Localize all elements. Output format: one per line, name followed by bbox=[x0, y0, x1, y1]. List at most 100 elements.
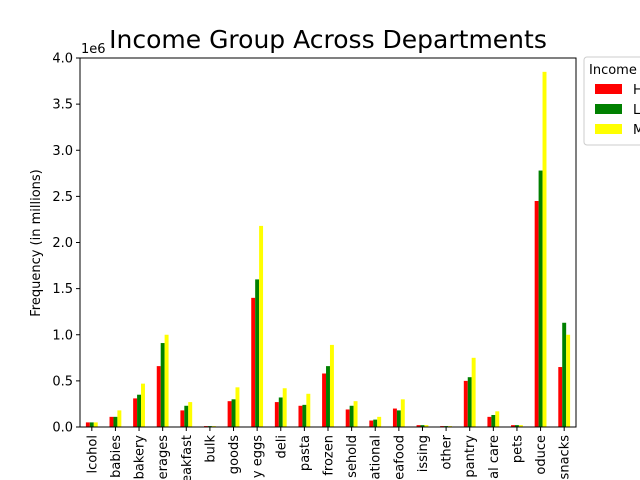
x-tick-label: pets bbox=[510, 435, 525, 463]
y-tick-label: 0.5 bbox=[52, 374, 73, 389]
y-tick-label: 3.5 bbox=[52, 98, 73, 113]
x-tick-label: ational bbox=[369, 435, 384, 479]
y-tick-label: 0.0 bbox=[52, 421, 73, 436]
bar-H-1 bbox=[109, 416, 114, 427]
bar-H-0 bbox=[85, 422, 90, 427]
bar-H-8 bbox=[274, 402, 279, 427]
legend-swatch-L bbox=[595, 104, 622, 114]
bar-L-14 bbox=[420, 425, 425, 427]
x-tick-label: issing bbox=[416, 435, 431, 472]
bar-M-4 bbox=[188, 402, 193, 427]
x-tick-label: bulk bbox=[203, 435, 218, 463]
bar-L-9 bbox=[302, 404, 307, 427]
bar-L-0 bbox=[89, 422, 94, 427]
bar-H-2 bbox=[133, 398, 138, 427]
bars-group bbox=[85, 71, 571, 428]
bar-H-9 bbox=[298, 405, 303, 427]
bar-L-7 bbox=[255, 279, 260, 427]
bar-H-11 bbox=[345, 409, 350, 427]
bar-M-3 bbox=[164, 334, 169, 427]
x-tick-label: babies bbox=[109, 435, 124, 478]
bar-L-17 bbox=[491, 415, 496, 427]
bar-M-11 bbox=[353, 401, 358, 427]
bar-M-20 bbox=[566, 334, 571, 427]
bar-H-20 bbox=[558, 367, 563, 427]
legend-title: Income bbox=[589, 63, 637, 78]
bar-M-10 bbox=[329, 344, 334, 427]
x-tick-label: oduce bbox=[534, 435, 549, 475]
x-tick-label: bakery bbox=[133, 435, 148, 480]
bar-L-2 bbox=[137, 394, 142, 427]
bar-M-14 bbox=[424, 425, 429, 427]
x-tick-label: erages bbox=[156, 435, 171, 480]
bar-M-6 bbox=[235, 387, 240, 427]
bar-L-19 bbox=[538, 170, 543, 428]
plot-frame bbox=[79, 57, 577, 428]
bar-L-13 bbox=[396, 410, 401, 427]
bar-H-3 bbox=[156, 366, 161, 427]
bar-H-7 bbox=[251, 297, 256, 427]
y-tick-label: 1.0 bbox=[52, 328, 73, 343]
bar-H-13 bbox=[392, 408, 397, 427]
x-tick-label: pasta bbox=[298, 435, 313, 471]
bar-H-17 bbox=[487, 416, 492, 427]
bar-L-18 bbox=[514, 425, 519, 427]
chart-title: Income Group Across Departments bbox=[109, 25, 547, 54]
x-tick-label: al care bbox=[487, 435, 502, 479]
bar-L-10 bbox=[326, 366, 330, 427]
bar-M-17 bbox=[495, 411, 500, 427]
legend-swatch-H bbox=[595, 84, 622, 94]
bar-H-18 bbox=[511, 425, 515, 427]
y-tick-label: 2.5 bbox=[52, 190, 73, 205]
y-axis: 0.0 0.5 1.0 1.5 2.0 2.5 3.0 3.5 4.0 bbox=[52, 52, 80, 436]
bar-M-2 bbox=[141, 383, 145, 427]
legend-swatch-M bbox=[595, 124, 622, 134]
bar-H-12 bbox=[369, 420, 374, 427]
bar-L-16 bbox=[467, 377, 472, 427]
legend-box bbox=[583, 56, 640, 146]
bar-M-16 bbox=[471, 357, 476, 427]
bar-L-4 bbox=[184, 405, 189, 427]
bar-H-16 bbox=[463, 380, 468, 428]
bar-L-11 bbox=[349, 405, 354, 427]
bar-M-7 bbox=[259, 225, 264, 427]
x-axis: lcohol babies bakery erages eakfast bulk goods… bbox=[85, 427, 573, 480]
bar-M-19 bbox=[542, 71, 547, 427]
bar-H-14 bbox=[416, 425, 421, 427]
y-axis-label: Frequency (in millions) bbox=[29, 169, 44, 317]
bar-L-1 bbox=[113, 416, 118, 427]
bar-H-19 bbox=[534, 200, 539, 427]
legend-label-M: M bbox=[633, 123, 640, 138]
y-tick-label: 1.5 bbox=[52, 282, 73, 297]
x-tick-label: snacks bbox=[558, 435, 573, 480]
x-tick-label: deli bbox=[274, 435, 289, 458]
legend: Income HLM bbox=[583, 56, 640, 146]
bar-L-3 bbox=[160, 343, 165, 427]
bar-M-13 bbox=[400, 399, 405, 427]
y-tick-label: 4.0 bbox=[52, 52, 73, 67]
x-tick-label: goods bbox=[227, 435, 242, 474]
legend-label-L: L bbox=[633, 103, 640, 118]
x-tick-label: eafood bbox=[392, 435, 407, 480]
bar-M-1 bbox=[117, 410, 122, 427]
bar-M-18 bbox=[518, 425, 523, 427]
legend-label-H: H bbox=[633, 83, 640, 98]
x-tick-label: lcohol bbox=[85, 435, 100, 474]
bar-H-4 bbox=[180, 410, 185, 427]
bar-L-12 bbox=[373, 419, 378, 427]
y-scale-note: 1e6 bbox=[81, 42, 106, 57]
bar-H-10 bbox=[322, 373, 327, 427]
bar-L-8 bbox=[278, 397, 283, 427]
x-tick-label: frozen bbox=[322, 435, 337, 476]
bar-L-20 bbox=[562, 322, 567, 427]
bar-M-8 bbox=[282, 388, 287, 427]
x-tick-label: pantry bbox=[463, 435, 478, 478]
bar-M-12 bbox=[377, 416, 382, 427]
y-tick-label: 2.0 bbox=[52, 236, 73, 251]
bar-M-9 bbox=[306, 393, 311, 427]
bar-L-6 bbox=[231, 399, 236, 427]
bar-M-0 bbox=[93, 422, 98, 427]
x-tick-label: sehold bbox=[345, 435, 360, 478]
x-tick-label: y eggs bbox=[251, 435, 266, 478]
